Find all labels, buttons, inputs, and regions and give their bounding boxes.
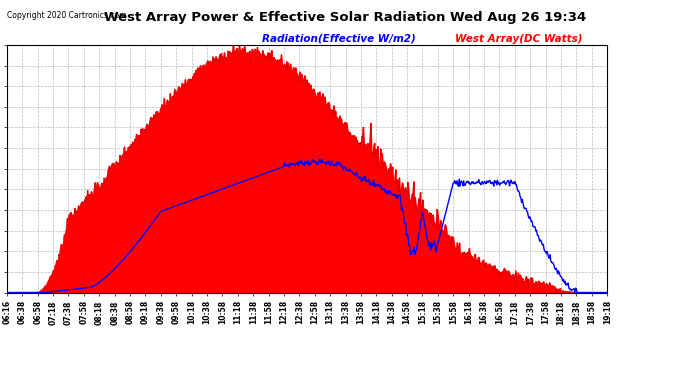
Text: West Array(DC Watts): West Array(DC Watts) [455, 34, 583, 44]
Text: Copyright 2020 Cartronics.com: Copyright 2020 Cartronics.com [7, 11, 126, 20]
Text: West Array Power & Effective Solar Radiation Wed Aug 26 19:34: West Array Power & Effective Solar Radia… [104, 11, 586, 24]
Text: Radiation(Effective W/m2): Radiation(Effective W/m2) [262, 34, 416, 44]
